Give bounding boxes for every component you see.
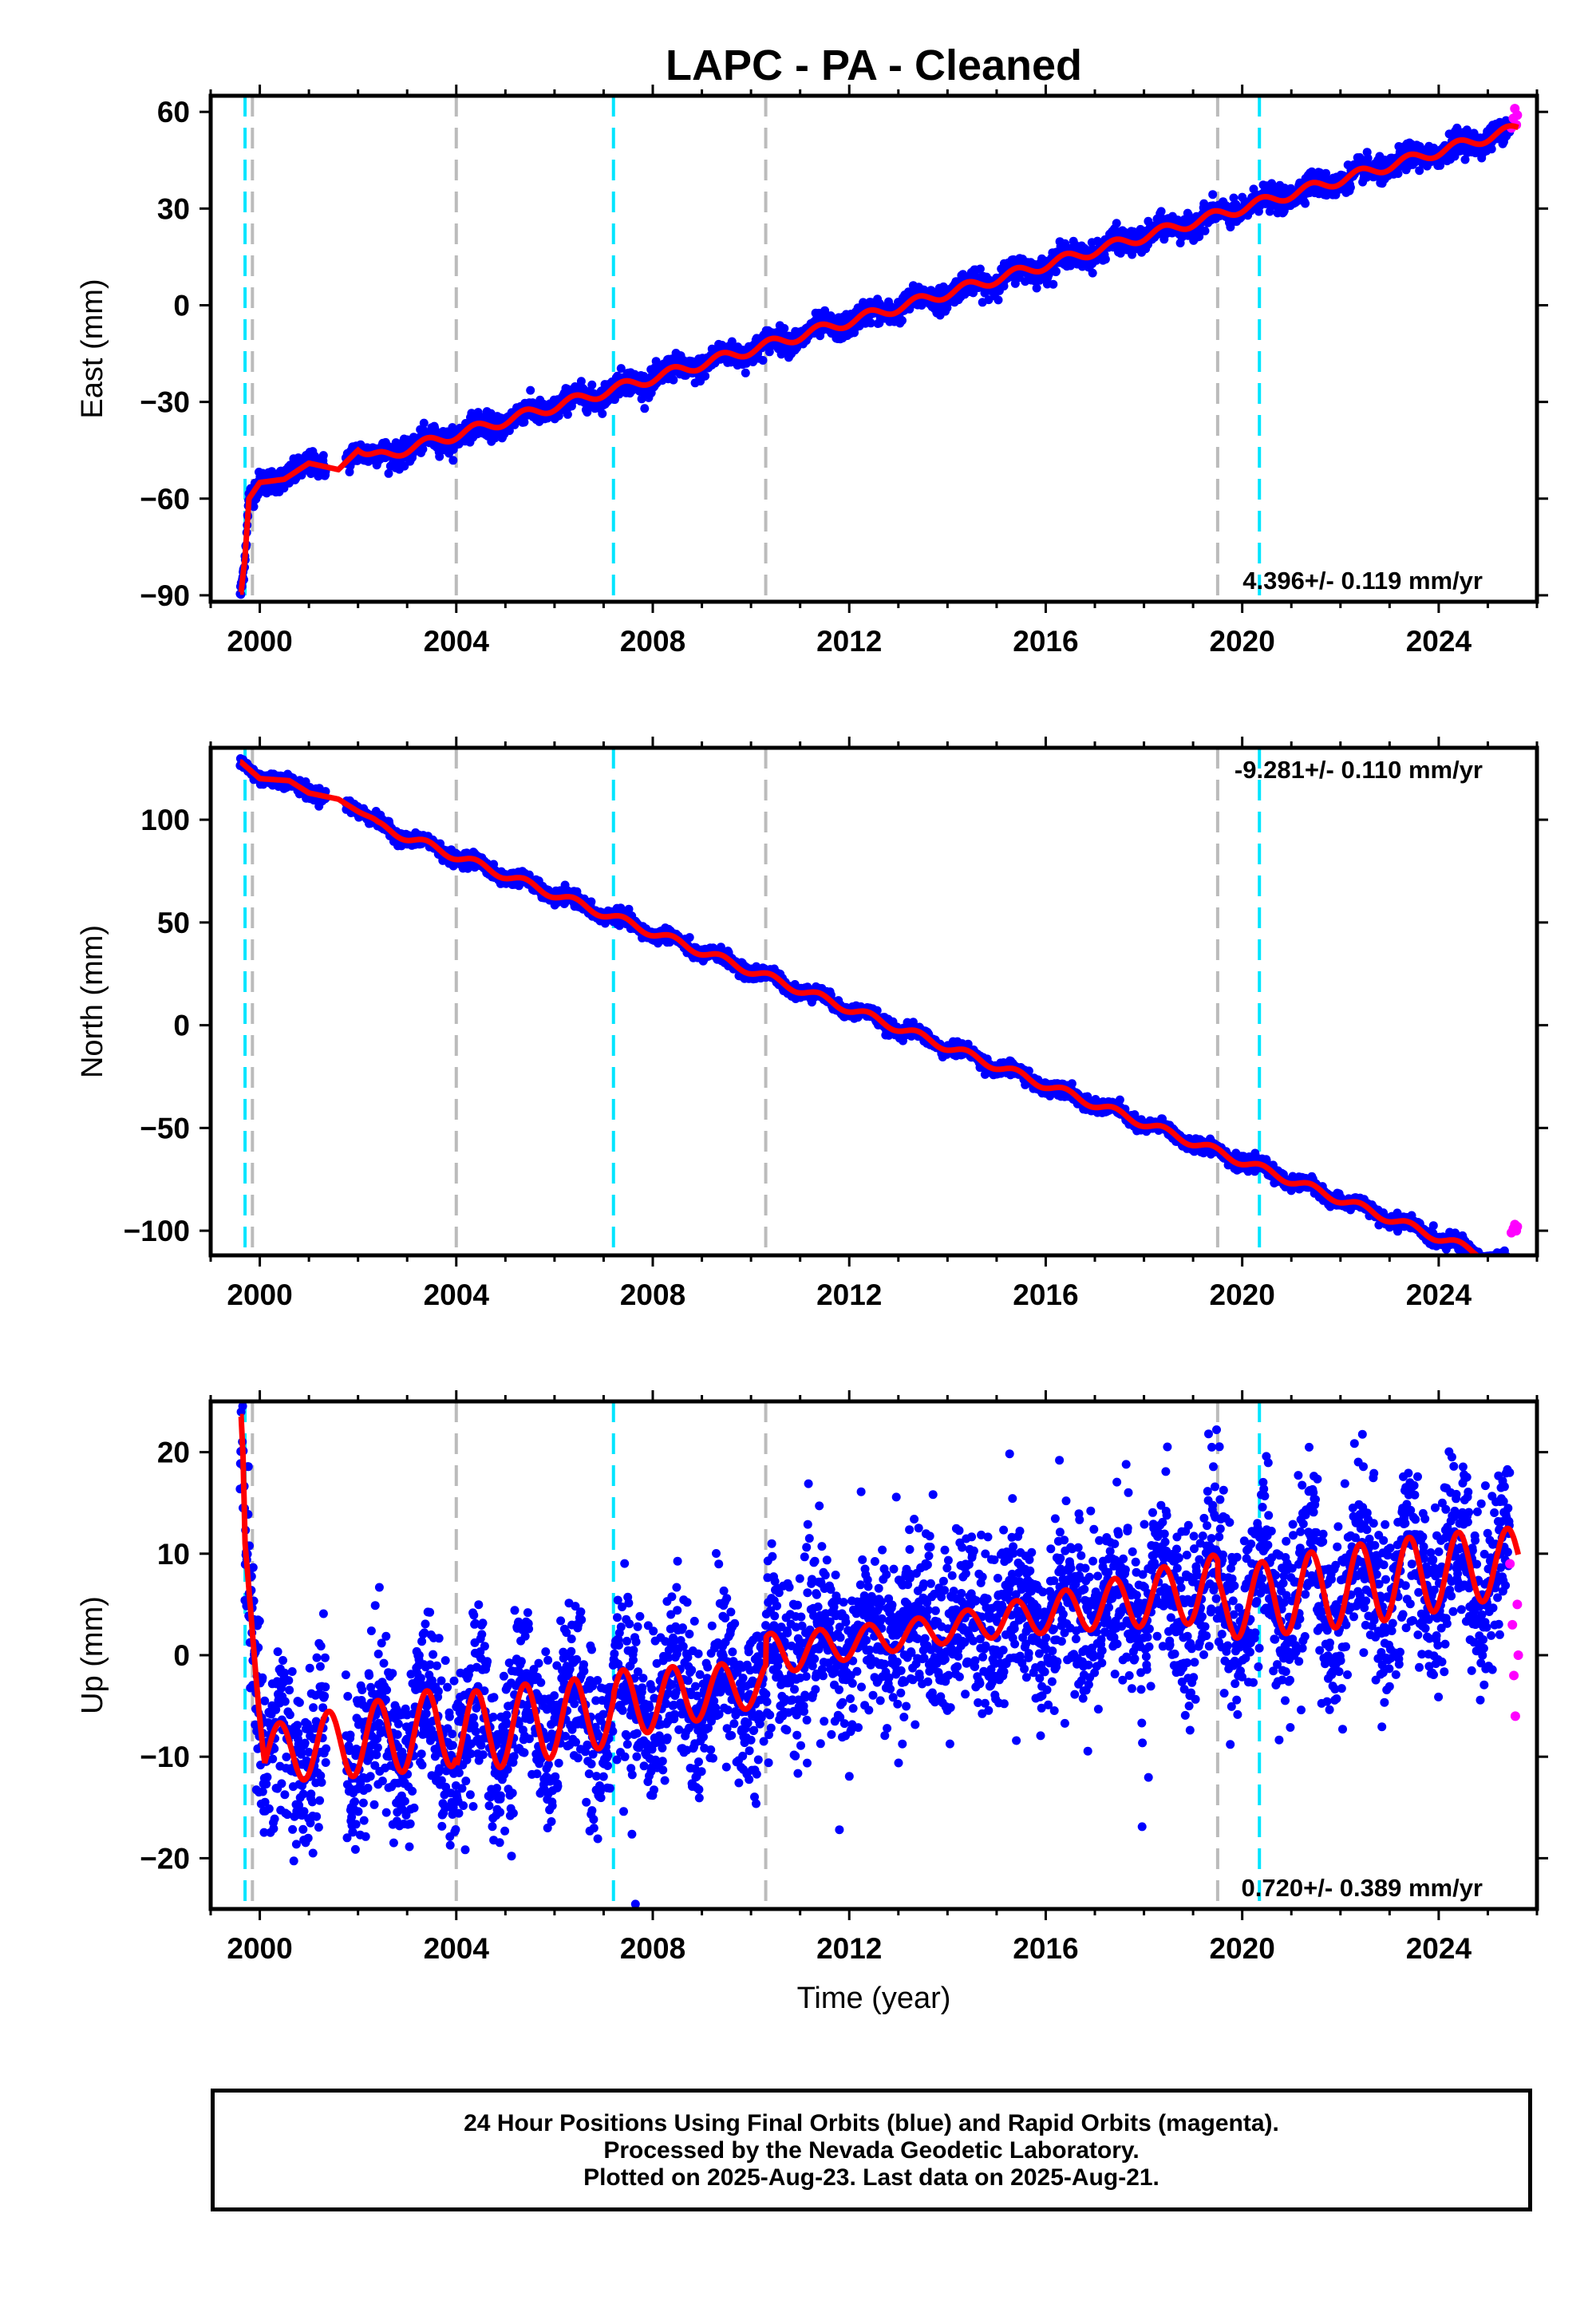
final-orbit-point <box>526 385 535 395</box>
final-orbit-point <box>975 264 985 274</box>
final-orbit-point <box>1112 219 1121 228</box>
final-orbit-point <box>780 324 789 333</box>
final-orbit-point <box>727 337 737 346</box>
rapid-orbit-point <box>1512 110 1523 121</box>
final-orbit-point <box>1208 190 1218 200</box>
y-tick-label: −60 <box>140 483 190 516</box>
y-tick-label: −90 <box>140 579 190 612</box>
final-orbit-point <box>1200 226 1210 235</box>
final-orbit-point <box>866 318 875 328</box>
panel-frame <box>208 93 1539 604</box>
chart-title: LAPC - PA - Cleaned <box>666 41 1082 89</box>
x-tick-label: 2020 <box>1210 625 1275 658</box>
final-orbit-point <box>898 316 907 326</box>
x-tick-label: 2016 <box>1013 625 1078 658</box>
final-orbit-point <box>318 451 328 460</box>
panels: −90 −60 −30 0 30 60 East (mm) 2000 2004 2008 2012 2… <box>76 85 1548 2015</box>
final-orbit-point <box>758 356 768 365</box>
final-orbit-point <box>1088 268 1097 278</box>
y-tick-label: 60 <box>157 96 190 128</box>
gps-timeseries-chart: LAPC - PA - Cleaned −90 −60 −30 0 30 60 East (… <box>76 41 1548 2015</box>
final-orbit-point <box>640 404 650 413</box>
final-orbit-point <box>701 371 710 381</box>
y-tick-label: 30 <box>157 192 190 225</box>
panel-east: −90 −60 −30 0 30 60 East (mm) 2000 2004 2008 2012 2… <box>76 85 1548 658</box>
x-tick-label: 2024 <box>1406 625 1472 658</box>
final-orbit-point <box>1032 283 1041 293</box>
y-tick-label: 0 <box>173 289 190 322</box>
final-orbit-point <box>1301 199 1310 208</box>
final-orbit-point <box>764 347 774 357</box>
final-orbit-point <box>448 456 458 465</box>
final-orbit-point <box>576 377 586 386</box>
final-orbit-point <box>994 295 1003 305</box>
x-tick-label: 2004 <box>424 625 490 658</box>
final-orbit-point <box>1100 255 1110 264</box>
final-orbit-point <box>419 418 429 428</box>
final-orbit-point <box>685 933 694 943</box>
final-orbit-point <box>384 468 393 478</box>
x-tick-label: 2008 <box>620 625 685 658</box>
final-orbit-point <box>616 364 626 373</box>
final-orbit-point <box>418 445 428 454</box>
velocity-rate-label: 4.396+/- 0.119 mm/yr <box>1242 567 1483 595</box>
final-orbit-point <box>598 409 607 418</box>
final-orbit-point <box>435 452 444 461</box>
final-orbit-point <box>669 375 678 385</box>
final-orbit-point <box>1049 279 1058 289</box>
final-orbit-point <box>554 411 563 421</box>
final-orbit-point <box>249 502 259 512</box>
final-orbit-point <box>651 357 661 366</box>
x-tick-label: 2000 <box>227 625 292 658</box>
final-orbit-points <box>235 104 1523 599</box>
y-tick-label: −30 <box>140 386 190 419</box>
final-orbit-point <box>587 380 597 389</box>
final-orbit-point <box>519 417 529 427</box>
final-orbit-point <box>1052 267 1061 276</box>
final-orbit-point <box>741 368 750 377</box>
x-tick-label: 2012 <box>816 625 882 658</box>
y-axis-label: East (mm) <box>76 279 109 418</box>
final-orbit-point <box>1156 207 1166 216</box>
final-orbit-point <box>563 409 572 419</box>
final-orbit-point <box>490 433 500 443</box>
final-orbit-point <box>583 408 592 417</box>
final-orbit-point <box>1345 183 1355 192</box>
